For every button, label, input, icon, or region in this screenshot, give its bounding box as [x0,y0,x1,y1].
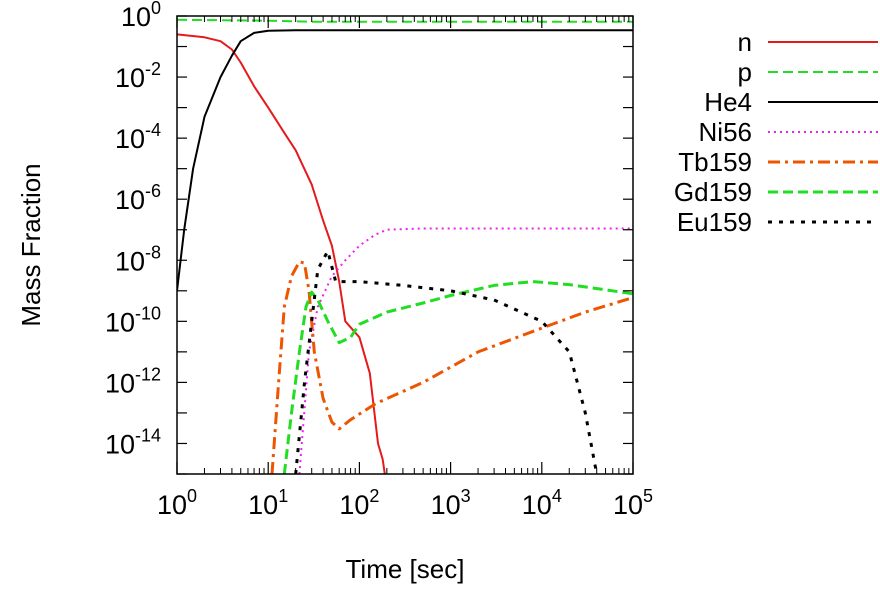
legend-label-tb159: Tb159 [678,147,752,177]
series-line-ni56 [298,227,633,474]
legend-label-n: n [738,27,752,57]
y-tick-label: 10-4 [115,120,161,154]
y-tick-label: 10-8 [115,242,161,276]
plot-frame [176,15,634,475]
x-tick-label: 105 [613,486,653,520]
y-axis-title: Mass Fraction [16,163,46,326]
y-tick-label: 10-10 [105,303,161,337]
y-tick-label: 10-2 [115,59,161,93]
x-tick-label: 104 [522,486,562,520]
x-axis-title: Time [sec] [346,554,465,584]
x-tick-label: 100 [157,486,197,520]
series-line-he4 [177,29,633,291]
y-tick-label: 100 [121,0,161,32]
legend-label-eu159: Eu159 [677,207,752,237]
x-tick-label: 101 [248,486,288,520]
legend-label-gd159: Gd159 [674,177,752,207]
x-tick-label: 103 [431,486,471,520]
series-line-gd159 [282,280,633,474]
legend-label-he4: He4 [704,87,752,117]
legend-label-p: p [738,57,752,87]
legend-label-ni56: Ni56 [699,117,752,147]
series-line-tb159 [270,260,633,474]
x-tick-label: 102 [339,486,379,520]
series-line-n [177,33,386,474]
y-tick-label: 10-12 [105,364,161,398]
series-line-p [177,18,633,23]
y-tick-label: 10-14 [105,425,161,459]
series-layer [177,18,633,474]
y-tick-label: 10-6 [115,181,161,215]
axes: 100 101 102 103 104 105 100 10-2 10-4 10-6 10-8 10-… [105,0,653,520]
